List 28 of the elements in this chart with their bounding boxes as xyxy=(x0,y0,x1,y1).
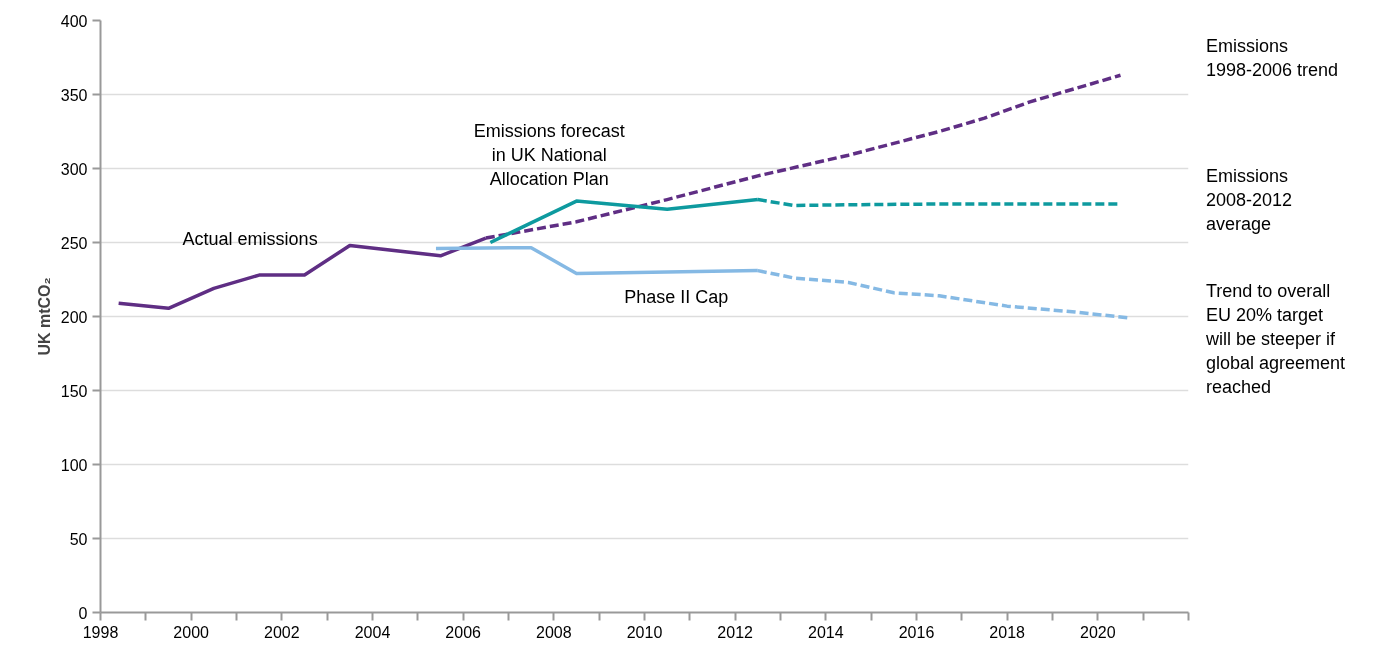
text: Trend to overall EU 20% target will be steeper if global agreement reached xyxy=(1204,281,1346,398)
text: Emissions 2008-2012 average xyxy=(1205,165,1292,234)
y-tick-label: 250 xyxy=(60,234,88,252)
x-tick-label: 2016 xyxy=(898,623,935,641)
x-tick-label: 2006 xyxy=(445,623,482,641)
x-tick-label: 2018 xyxy=(989,623,1026,641)
y-axis-title: UK mtCO₂ xyxy=(35,277,53,356)
y-tick-label: 0 xyxy=(78,604,88,622)
x-tick-label: 2012 xyxy=(717,623,754,641)
y-tick-label: 150 xyxy=(60,382,88,400)
y-tick-label: 50 xyxy=(69,530,88,548)
x-tick-label: 1998 xyxy=(82,623,119,641)
x-tick-label: 2020 xyxy=(1080,623,1116,641)
text: Emissions 1998-2006 trend xyxy=(1205,35,1339,80)
x-tick-label: 2002 xyxy=(264,623,300,641)
annotation: Phase II Cap xyxy=(624,286,729,307)
x-tick-label: 2014 xyxy=(808,623,844,641)
x-tick-label: 2004 xyxy=(354,623,391,641)
y-tick-label: 100 xyxy=(60,456,88,474)
x-tick-label: 2010 xyxy=(626,623,663,641)
annotation: Actual emissions xyxy=(182,228,318,249)
y-tick-label: 200 xyxy=(60,308,88,326)
y-tick-label: 350 xyxy=(60,86,88,104)
x-tick-label: 2008 xyxy=(536,623,572,641)
y-tick-label: 300 xyxy=(60,160,88,178)
x-tick-label: 2000 xyxy=(173,623,210,641)
y-tick-label: 400 xyxy=(60,12,88,30)
annotation: Emissions forecast in UK National Allocation Plan xyxy=(473,121,625,190)
